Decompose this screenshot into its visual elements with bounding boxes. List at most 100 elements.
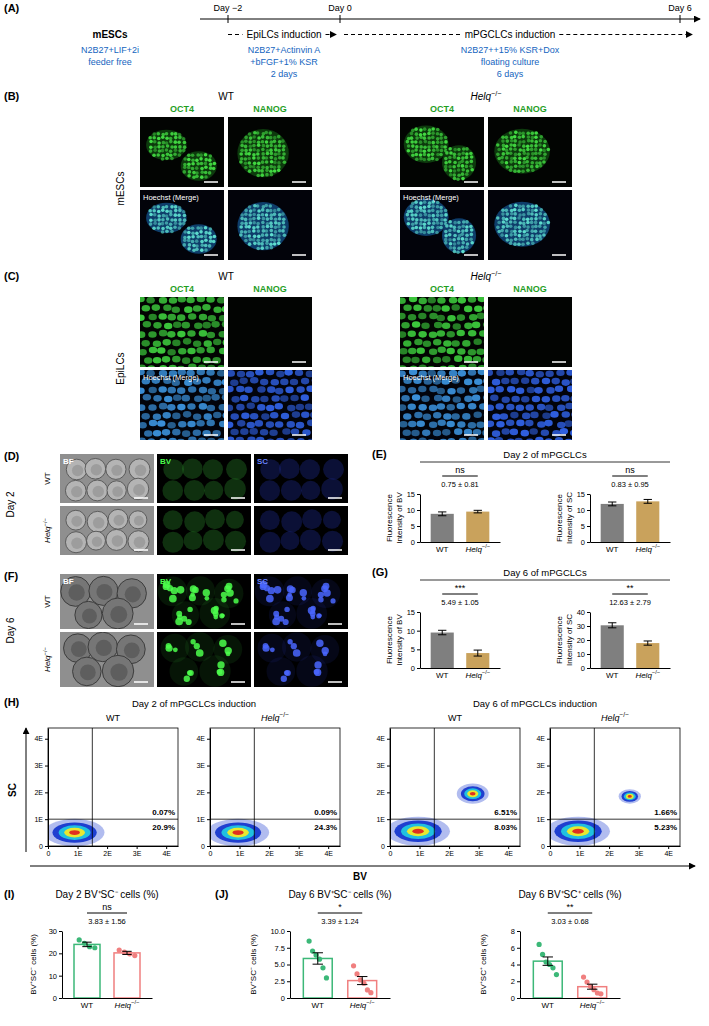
micrograph [254, 574, 348, 629]
image-cell [469, 152, 473, 156]
image-cell [555, 437, 563, 440]
plot-marks [390, 728, 520, 846]
image-cell [472, 395, 480, 402]
image-cell [449, 297, 457, 304]
image-cell [204, 158, 208, 162]
image-cell [518, 234, 522, 238]
image-cell [525, 229, 529, 233]
text-part: Helq [43, 655, 52, 672]
image-cell [427, 136, 431, 140]
image-cell [570, 396, 572, 403]
image-cell [461, 225, 465, 229]
plot-title: WT [448, 713, 462, 723]
image-cell [284, 670, 289, 675]
tick: 2E [445, 846, 454, 857]
image-cell [182, 322, 190, 329]
image-cell [153, 140, 157, 144]
image-cell [449, 246, 453, 250]
image-cell [514, 226, 518, 230]
channel-label: NANOG [253, 284, 287, 294]
image-cell [501, 208, 505, 212]
image-cell [453, 242, 457, 246]
image-cell [465, 229, 469, 233]
image-cell [526, 221, 530, 225]
image-cell [296, 598, 327, 629]
image-cell [521, 377, 529, 384]
image-cell [265, 140, 269, 144]
scale-bar [464, 181, 478, 183]
image-cell [403, 429, 411, 436]
plot-marks [48, 728, 178, 846]
tick: 0 [389, 846, 393, 857]
image-cell [456, 250, 460, 254]
image-cell [411, 129, 415, 133]
image-cell [534, 140, 538, 144]
image-cell [542, 160, 546, 164]
image-cell [228, 405, 233, 412]
image-cell [281, 531, 300, 550]
image-cell [184, 511, 205, 532]
image-cell [461, 229, 465, 233]
image-cell [506, 152, 510, 156]
image-cell [314, 661, 321, 668]
axis-line [211, 846, 341, 847]
image-cell [187, 235, 191, 239]
image-cell [521, 238, 525, 242]
image-cell [163, 510, 183, 530]
text-part: Fluorescence [555, 615, 564, 664]
image-cell [497, 221, 501, 225]
image-cell [114, 515, 125, 526]
image-cell [262, 217, 266, 221]
image-cell [483, 378, 484, 385]
tick-label: 10 [577, 506, 585, 515]
image-cell [149, 222, 153, 226]
image-cell [417, 347, 425, 354]
image-cell [322, 531, 343, 552]
image-cell [444, 136, 448, 140]
quadrant-label: 8.03% [494, 823, 517, 832]
image-cell [274, 148, 278, 152]
image-cell [509, 204, 513, 208]
tick-label: 1E [34, 816, 43, 823]
image-cell [247, 437, 255, 440]
image-cell [479, 403, 484, 410]
image-cell [312, 395, 313, 402]
image-cell [514, 131, 518, 135]
image-cell [269, 238, 273, 242]
image-cell [261, 160, 265, 164]
image-cell [514, 164, 518, 168]
image-cell [266, 144, 270, 148]
image-cell [148, 404, 156, 411]
image-cell [157, 210, 161, 214]
tick-label: 2E [445, 850, 454, 857]
image-cell [521, 169, 525, 173]
text-part: −/− [482, 543, 491, 549]
tick-mark [417, 542, 420, 543]
image-cell [300, 459, 320, 479]
image-cell [323, 583, 330, 590]
image-cell [213, 162, 217, 166]
image-cell [260, 510, 280, 530]
image-cell [542, 233, 546, 237]
image-cell [249, 136, 253, 140]
image-cell [200, 248, 204, 252]
image-cell [249, 144, 253, 148]
image-cell [526, 237, 530, 241]
image-cell [466, 242, 470, 246]
plot-title: WT [106, 713, 120, 723]
image-cell [276, 371, 284, 378]
image-cell [401, 395, 409, 402]
tick-label: 5 [411, 645, 415, 654]
image-cell [400, 331, 406, 338]
image-cell [432, 221, 436, 225]
image-cell [312, 429, 313, 436]
image-cell [194, 643, 200, 649]
image-cell [561, 395, 569, 402]
image-cell [260, 429, 268, 436]
image-cell [149, 218, 153, 222]
image-cell [530, 139, 534, 143]
tick-label: 4E [196, 735, 205, 742]
image-cell [437, 315, 445, 322]
image-cell [265, 173, 269, 177]
image-cell [289, 587, 296, 594]
